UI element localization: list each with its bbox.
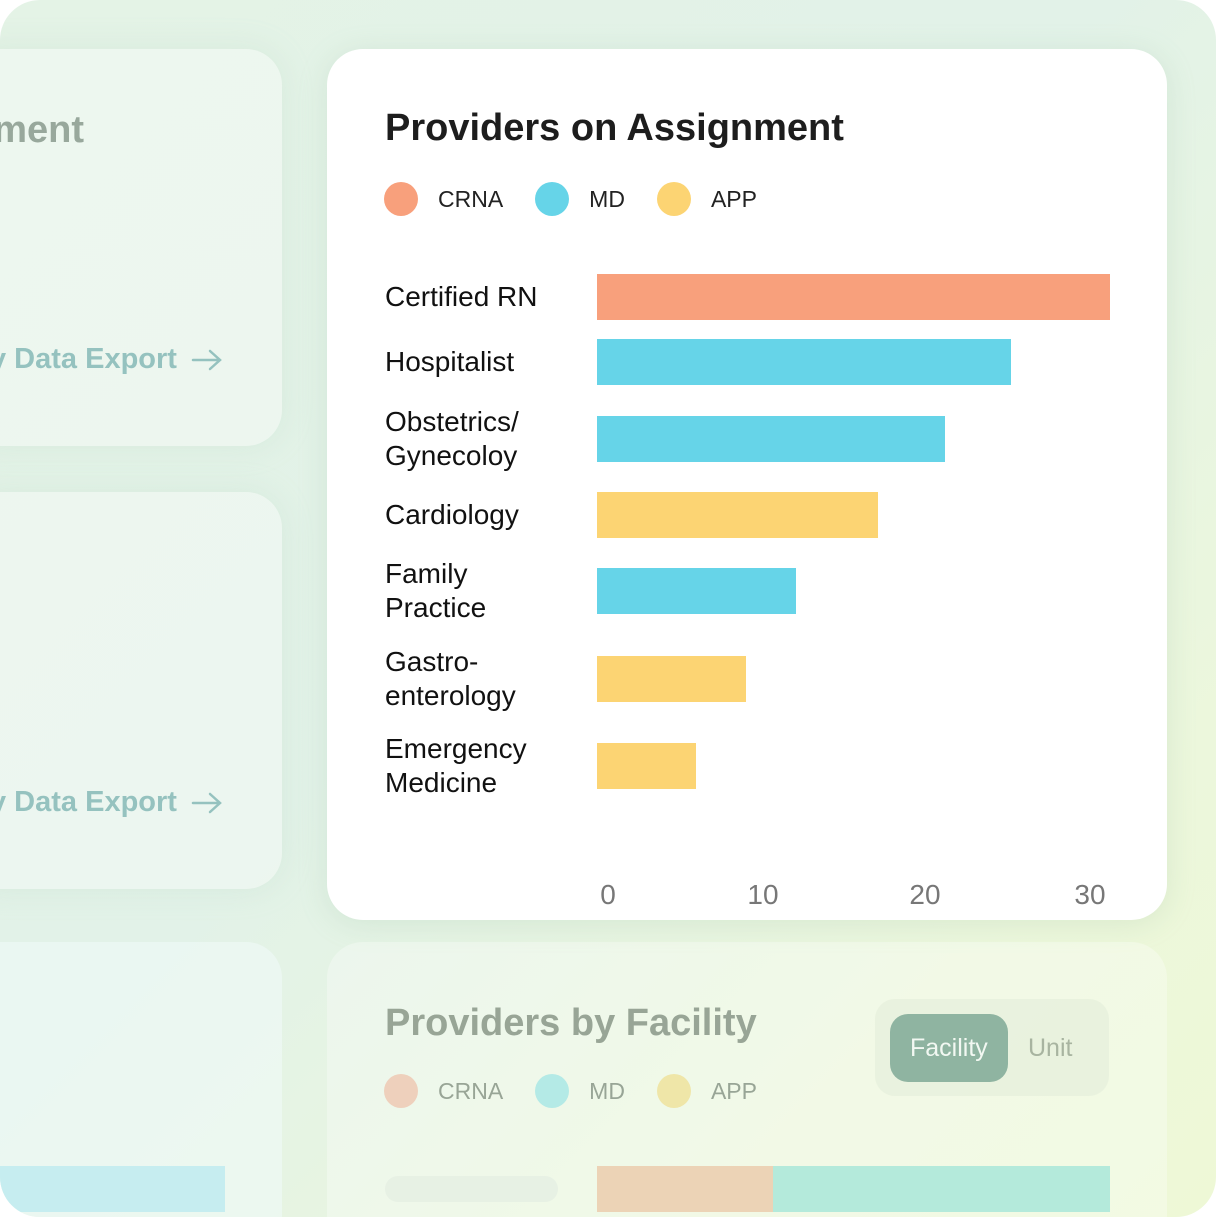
side-bar-mark: [0, 1166, 225, 1212]
label-placeholder: [385, 1176, 558, 1202]
x-tick-label: 0: [600, 879, 616, 910]
chart-title: Providers on Assignment: [385, 107, 844, 149]
legend-label: APP: [710, 185, 757, 212]
x-tick-label: 10: [747, 879, 779, 910]
category-label: Gastro-enterology: [385, 646, 516, 711]
category-label: Obstetrics/Gynecoloy: [385, 406, 519, 471]
legend-swatch-app: [656, 182, 691, 216]
legend-label: APP: [710, 1077, 757, 1104]
chart-legend: CRNA MD APP: [384, 1074, 789, 1108]
category-label: Certified RN: [385, 281, 538, 312]
legend-swatch-md: [535, 1074, 570, 1108]
facility-unit-toggle: Facility Unit: [875, 999, 1109, 1096]
legend-label: MD: [589, 1077, 625, 1104]
arrow-right-icon: [191, 349, 222, 370]
chart-legend: CRNA MD APP: [384, 182, 789, 216]
side-card-title: ment: [0, 109, 84, 151]
category-label: Hospitalist: [385, 346, 515, 377]
legend-swatch-crna: [384, 1074, 418, 1108]
side-card-1: ment y Data Export: [0, 49, 282, 446]
bar-gastro-enterology: [597, 656, 746, 702]
legend-label: MD: [589, 185, 625, 212]
bar-cardiology: [597, 492, 879, 538]
card-title: Providers by Facility: [385, 1002, 757, 1044]
bar-family-practice: [597, 568, 796, 614]
category-label: Cardiology: [385, 499, 519, 530]
category-label: Emergency Medicine: [385, 733, 527, 798]
bar-hospitalist: [597, 339, 1011, 385]
legend-label: CRNA: [438, 1077, 504, 1104]
bar-certified-rn: [597, 274, 1111, 320]
toggle-facility[interactable]: Facility: [890, 1014, 1008, 1082]
side-card-2: y Data Export: [0, 492, 282, 889]
x-tick-label: 20: [909, 879, 941, 910]
bar-emergency-medicine: [597, 743, 697, 789]
toggle-unit[interactable]: Unit: [1028, 1034, 1073, 1062]
data-export-link[interactable]: y Data Export: [0, 786, 223, 819]
legend-label: CRNA: [438, 185, 504, 212]
legend-swatch-crna: [384, 182, 418, 216]
x-tick-label: 30: [1074, 879, 1106, 910]
bar-segment-crna: [597, 1166, 773, 1212]
legend-swatch-app: [656, 1074, 691, 1108]
bar-obstetrics-gynecoloy: [597, 416, 945, 462]
data-export-link[interactable]: y Data Export: [0, 343, 223, 376]
legend-swatch-md: [535, 182, 570, 216]
side-card-3: [0, 942, 282, 1217]
providers-by-facility-card: Providers by Facility CRNA MD APP Facility…: [327, 942, 1167, 1217]
arrow-right-icon: [191, 792, 222, 813]
category-label: Family Practice: [385, 558, 487, 623]
providers-on-assignment-card: Providers on Assignment CRNA MD APP Certif…: [327, 49, 1167, 920]
bar-segment-md: [773, 1166, 1110, 1212]
